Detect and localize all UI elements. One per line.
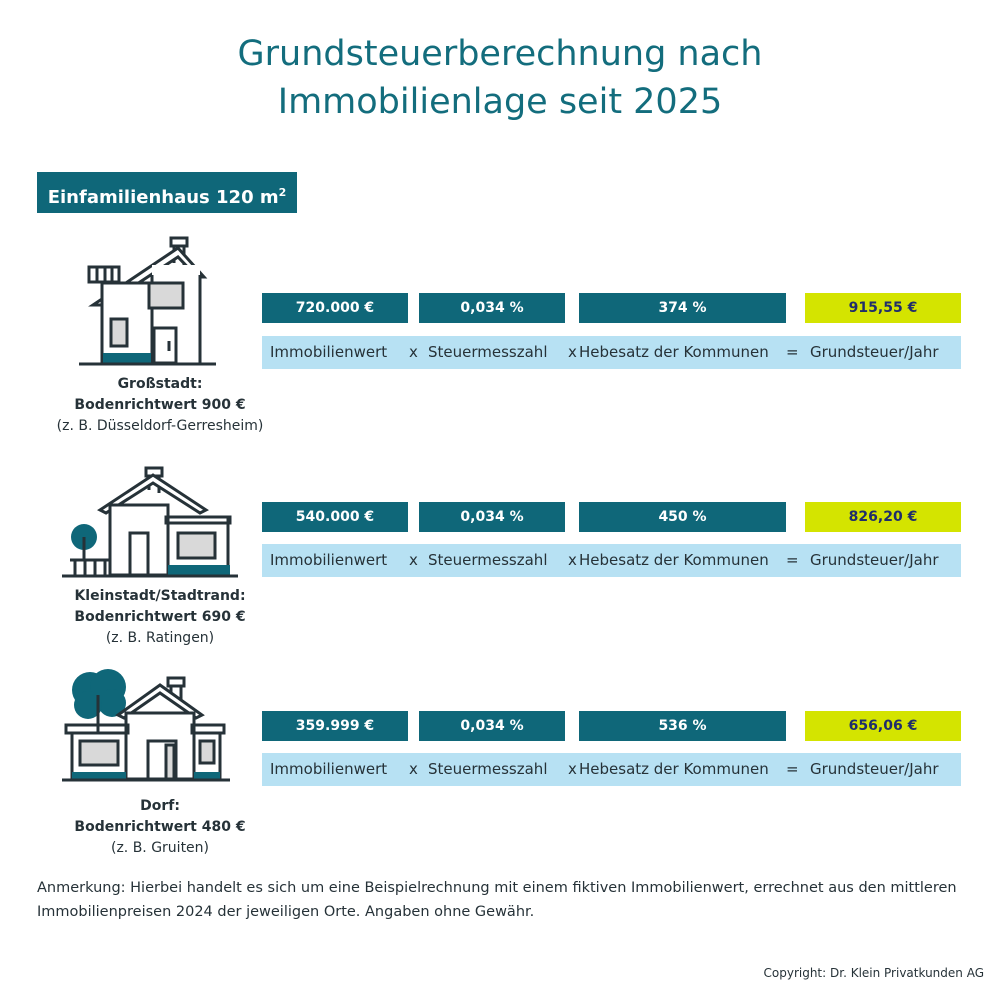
formula-bar: Immobilienwert x Steuermesszahl x Hebesa… [262, 544, 961, 577]
land-value: Bodenrichtwert 480 € [74, 819, 246, 835]
tax-rate: 0,034 % [419, 711, 565, 741]
formula-bar: Immobilienwert x Steuermesszahl x Hebesa… [262, 753, 961, 786]
location-name: Kleinstadt/Stadtrand: [74, 588, 246, 604]
tag-text: Einfamilienhaus 120 m [47, 187, 279, 208]
village-house-icon [62, 669, 230, 782]
formula-term: Steuermesszahl [428, 343, 548, 361]
tax-rate: 0,034 % [419, 502, 565, 532]
formula-term: Steuermesszahl [428, 551, 548, 569]
location-caption: Kleinstadt/Stadtrand: Bodenrichtwert 690… [40, 586, 280, 649]
municipal-multiplier: 536 % [579, 711, 786, 741]
formula-operator: = [786, 551, 799, 569]
suburb-house-icon [62, 466, 238, 578]
location-caption: Großstadt: Bodenrichtwert 900 € (z. B. D… [40, 374, 280, 437]
footnote: Anmerkung: Hierbei handelt es sich um ei… [37, 880, 957, 920]
annual-tax: 656,06 € [805, 711, 961, 741]
property-type-label: Einfamilienhaus 120 m2 [37, 172, 297, 213]
formula-operator: x [409, 343, 418, 361]
copyright: Copyright: Dr. Klein Privatkunden AG [763, 966, 985, 980]
municipal-multiplier: 450 % [579, 502, 786, 532]
formula-term: Hebesatz der Kommunen [579, 343, 769, 361]
annual-tax: 826,20 € [805, 502, 961, 532]
formula-operator: x [568, 551, 577, 569]
municipal-multiplier: 374 % [579, 293, 786, 323]
formula-term: Steuermesszahl [428, 760, 548, 778]
formula-operator: = [786, 760, 799, 778]
formula-term: Hebesatz der Kommunen [579, 551, 769, 569]
land-value: Bodenrichtwert 690 € [74, 609, 246, 625]
formula-operator: x [409, 551, 418, 569]
location-example: (z. B. Gruiten) [110, 840, 210, 856]
formula-term: Immobilienwert [270, 343, 388, 361]
formula-operator: x [568, 760, 577, 778]
location-name: Großstadt: [117, 376, 203, 392]
formula-term: Grundsteuer/Jahr [810, 551, 939, 569]
land-value: Bodenrichtwert 900 € [74, 397, 246, 413]
formula-operator: x [409, 760, 418, 778]
property-value: 359.999 € [262, 711, 408, 741]
tax-rate: 0,034 % [419, 293, 565, 323]
location-example: (z. B. Düsseldorf-Gerresheim) [56, 418, 264, 434]
city-house-icon [79, 236, 216, 366]
formula-term: Grundsteuer/Jahr [810, 343, 939, 361]
tag-superscript: 2 [278, 186, 287, 199]
location-caption: Dorf: Bodenrichtwert 480 € (z. B. Gruite… [40, 796, 280, 859]
annual-tax: 915,55 € [805, 293, 961, 323]
property-value: 540.000 € [262, 502, 408, 532]
title-line-2: Immobilienlage seit 2025 [277, 82, 723, 122]
formula-term: Hebesatz der Kommunen [579, 760, 769, 778]
formula-term: Immobilienwert [270, 760, 388, 778]
formula-term: Grundsteuer/Jahr [810, 760, 939, 778]
formula-operator: = [786, 343, 799, 361]
location-name: Dorf: [140, 798, 180, 814]
formula-term: Immobilienwert [270, 551, 388, 569]
formula-operator: x [568, 343, 577, 361]
location-example: (z. B. Ratingen) [105, 630, 215, 646]
property-value: 720.000 € [262, 293, 408, 323]
title-line-1: Grundsteuerberechnung nach [237, 34, 763, 74]
formula-bar: Immobilienwert x Steuermesszahl x Hebesa… [262, 336, 961, 369]
